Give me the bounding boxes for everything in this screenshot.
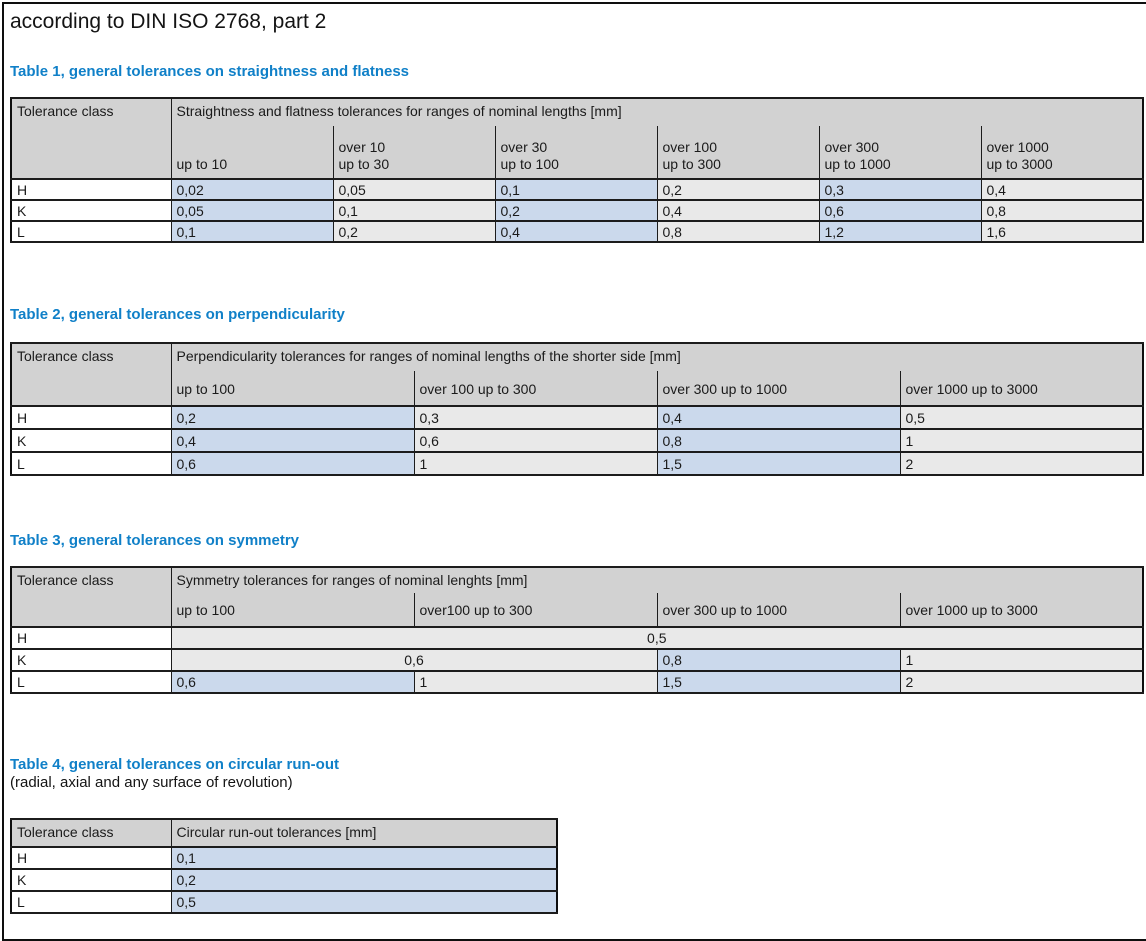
tolerance-value-cell: 1,5: [656, 670, 901, 694]
table4-span-header: Circular run-out tolerances [mm]: [170, 818, 558, 848]
table1-span-header: Straightness and flatness tolerances for…: [170, 97, 1144, 126]
table3-corner-header: Tolerance class: [10, 566, 172, 628]
table4-circular-runout: Tolerance class Circular run-out toleran…: [10, 818, 558, 914]
table2-perpendicularity: Tolerance class Perpendicularity toleran…: [10, 342, 1145, 476]
tolerance-value-cell: 0,8: [656, 220, 820, 243]
table-row: H 0,5: [10, 626, 1144, 650]
tolerance-class-label: H: [10, 405, 172, 430]
table4-corner-header: Tolerance class: [10, 818, 172, 848]
table4-heading: Table 4, general tolerances on circular …: [10, 756, 339, 773]
tolerance-value-cell: 0,2: [332, 220, 496, 243]
tolerance-value-cell: 0,2: [170, 868, 558, 892]
tolerance-class-label: K: [10, 199, 172, 222]
tolerance-value-cell: 0,8: [980, 199, 1144, 222]
table2-column-header: up to 100: [170, 371, 415, 407]
tolerance-value-cell: 1: [899, 428, 1144, 453]
table3-span-header: Symmetry tolerances for ranges of nomina…: [170, 566, 1144, 593]
table3-column-header: over 1000 up to 3000: [899, 593, 1144, 628]
table-row: L 0,1 0,2 0,4 0,8 1,2 1,6: [10, 220, 1144, 243]
table2-span-header: Perpendicularity tolerances for ranges o…: [170, 342, 1144, 371]
tolerance-value-cell-merged: 0,5: [170, 626, 1144, 650]
tolerance-class-label: K: [10, 648, 172, 672]
tolerance-class-label: L: [10, 451, 172, 476]
tolerance-value-cell: 1: [413, 670, 658, 694]
tolerance-value-cell: 1,6: [980, 220, 1144, 243]
table-row: K 0,4 0,6 0,8 1: [10, 428, 1144, 453]
table3-heading: Table 3, general tolerances on symmetry: [10, 532, 300, 549]
tolerance-value-cell: 1: [413, 451, 658, 476]
table1-column-header: over 300 up to 1000: [818, 126, 982, 180]
table2-corner-header: Tolerance class: [10, 342, 172, 407]
tolerance-value-cell: 1: [899, 648, 1144, 672]
table-row: L 0,5: [10, 890, 558, 914]
tolerance-class-label: H: [10, 178, 172, 201]
table1-column-header: over 10 up to 30: [332, 126, 496, 180]
tolerance-value-cell: 0,1: [494, 178, 658, 201]
table3-column-header: up to 100: [170, 593, 415, 628]
tolerance-value-cell: 0,6: [170, 451, 415, 476]
table-row: L 0,6 1 1,5 2: [10, 670, 1144, 694]
tolerance-class-label: L: [10, 220, 172, 243]
tolerance-value-cell: 0,02: [170, 178, 334, 201]
table-row: H 0,1: [10, 846, 558, 870]
document-title: according to DIN ISO 2768, part 2: [10, 10, 327, 33]
tolerance-value-cell: 0,2: [494, 199, 658, 222]
tolerance-class-label: L: [10, 670, 172, 694]
table3-column-header: over100 up to 300: [413, 593, 658, 628]
table1-column-header: over 1000 up to 3000: [980, 126, 1144, 180]
table-row: K 0,2: [10, 868, 558, 892]
table-row: K 0,05 0,1 0,2 0,4 0,6 0,8: [10, 199, 1144, 222]
tolerance-class-label: L: [10, 890, 172, 914]
tolerance-value-cell: 0,4: [980, 178, 1144, 201]
table2-column-header: over 300 up to 1000: [656, 371, 901, 407]
table-row: H 0,02 0,05 0,1 0,2 0,3 0,4: [10, 178, 1144, 201]
tolerance-class-label: H: [10, 846, 172, 870]
tolerance-value-cell: 0,6: [413, 428, 658, 453]
tolerance-value-cell: 0,5: [899, 405, 1144, 430]
tolerance-value-cell: 0,2: [170, 405, 415, 430]
tolerance-value-cell: 0,5: [170, 890, 558, 914]
tolerance-value-cell: 0,05: [170, 199, 334, 222]
table3-column-header: over 300 up to 1000: [656, 593, 901, 628]
table1-column-header: over 30 up to 100: [494, 126, 658, 180]
tolerance-value-cell: 1,5: [656, 451, 901, 476]
table1-straightness-flatness: Tolerance class Straightness and flatnes…: [10, 97, 1145, 243]
table2-column-header: over 1000 up to 3000: [899, 371, 1144, 407]
tolerance-value-cell: 0,4: [656, 199, 820, 222]
tolerance-value-cell: 0,4: [656, 405, 901, 430]
table3-symmetry: Tolerance class Symmetry tolerances for …: [10, 566, 1145, 694]
tolerance-value-cell: 0,8: [656, 428, 901, 453]
table1-column-header: over 100 up to 300: [656, 126, 820, 180]
table-row: K 0,6 0,8 1: [10, 648, 1144, 672]
tolerance-value-cell: 0,6: [170, 670, 415, 694]
tolerance-class-label: H: [10, 626, 172, 650]
tolerance-value-cell: 0,3: [818, 178, 982, 201]
tolerance-value-cell: 0,3: [413, 405, 658, 430]
tolerance-value-cell: 0,05: [332, 178, 496, 201]
table2-heading: Table 2, general tolerances on perpendic…: [10, 306, 345, 323]
table-row: L 0,6 1 1,5 2: [10, 451, 1144, 476]
tolerance-value-cell: 1,2: [818, 220, 982, 243]
tolerance-value-cell: 0,6: [818, 199, 982, 222]
tolerance-value-cell-merged: 0,6: [170, 648, 658, 672]
table2-column-header: over 100 up to 300: [413, 371, 658, 407]
tolerance-value-cell: 0,8: [656, 648, 901, 672]
table-row: H 0,2 0,3 0,4 0,5: [10, 405, 1144, 430]
tolerance-value-cell: 0,1: [170, 220, 334, 243]
table1-heading: Table 1, general tolerances on straightn…: [10, 63, 410, 80]
tolerance-value-cell: 2: [899, 451, 1144, 476]
tolerance-class-label: K: [10, 868, 172, 892]
table1-column-header: up to 10: [170, 126, 334, 180]
tolerance-value-cell: 2: [899, 670, 1144, 694]
tolerance-value-cell: 0,4: [170, 428, 415, 453]
tolerance-value-cell: 0,2: [656, 178, 820, 201]
table4-subheading: (radial, axial and any surface of revolu…: [10, 774, 293, 791]
tolerance-value-cell: 0,4: [494, 220, 658, 243]
tolerance-value-cell: 0,1: [170, 846, 558, 870]
tolerance-value-cell: 0,1: [332, 199, 496, 222]
table1-corner-header: Tolerance class: [10, 97, 172, 180]
tolerance-class-label: K: [10, 428, 172, 453]
